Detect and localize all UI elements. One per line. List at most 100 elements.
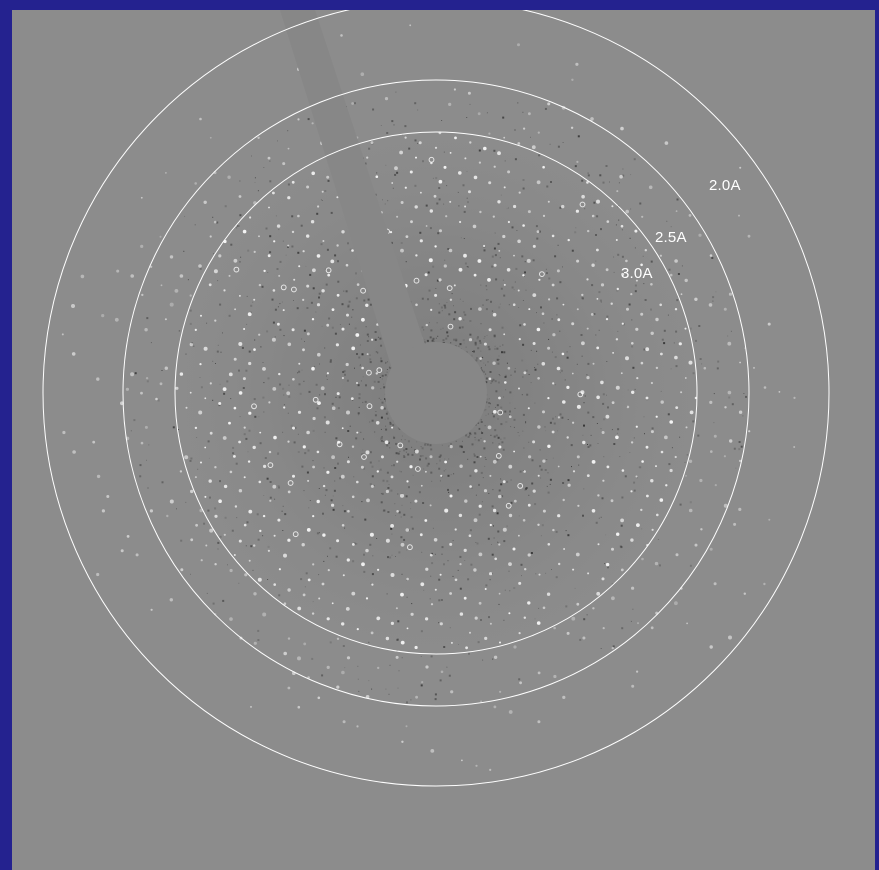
noise-speck	[436, 322, 438, 324]
diffraction-spot	[283, 602, 287, 605]
noise-speck	[321, 200, 323, 201]
noise-speck	[541, 524, 544, 527]
diffraction-spot	[380, 406, 384, 410]
noise-speck	[390, 422, 392, 424]
diffraction-spot	[293, 278, 296, 281]
noise-speck	[559, 330, 561, 332]
noise-speck	[619, 456, 621, 458]
diffraction-spot	[605, 562, 610, 567]
noise-speck	[546, 459, 548, 460]
noise-speck	[285, 254, 287, 256]
noise-speck	[615, 224, 617, 226]
noise-speck	[428, 289, 431, 292]
noise-speck	[604, 563, 605, 565]
noise-speck	[436, 202, 439, 205]
noise-speck	[716, 367, 719, 370]
noise-speck	[383, 386, 386, 389]
diffraction-spot	[582, 636, 586, 640]
diffraction-spot	[223, 289, 226, 292]
noise-speck	[503, 619, 505, 621]
noise-speck	[200, 386, 203, 389]
noise-speck	[607, 406, 609, 409]
diffraction-spot	[478, 161, 481, 164]
diffraction-spot	[248, 411, 252, 415]
diffraction-spot	[434, 245, 437, 248]
noise-speck	[365, 326, 367, 328]
diffraction-spot	[185, 406, 188, 409]
diffraction-spot	[739, 361, 741, 364]
noise-speck	[352, 309, 354, 311]
diffraction-spot	[258, 480, 262, 484]
noise-speck	[389, 367, 392, 369]
noise-speck	[447, 488, 449, 491]
diffraction-spot	[793, 396, 796, 399]
noise-speck	[185, 353, 187, 355]
diffraction-spot	[488, 328, 492, 332]
noise-speck	[676, 198, 679, 201]
diffraction-spot	[597, 543, 600, 546]
noise-speck	[208, 457, 210, 459]
noise-speck	[569, 346, 571, 348]
noise-speck	[226, 380, 229, 383]
noise-speck	[287, 130, 289, 132]
noise-speck	[427, 298, 429, 301]
noise-speck	[231, 529, 234, 532]
noise-speck	[486, 112, 488, 114]
noise-speck	[459, 343, 462, 346]
noise-speck	[429, 322, 430, 324]
diffraction-spot	[366, 498, 370, 503]
noise-speck	[487, 413, 489, 415]
noise-speck	[438, 578, 441, 581]
noise-speck	[443, 563, 445, 566]
diffraction-spot	[517, 239, 521, 244]
diffraction-spot	[269, 499, 272, 502]
noise-speck	[553, 422, 556, 425]
diffraction-spot	[547, 346, 551, 350]
noise-speck	[497, 242, 500, 245]
noise-speck	[551, 318, 553, 320]
noise-speck	[343, 290, 345, 292]
diffraction-spot	[509, 415, 512, 419]
noise-speck	[194, 224, 196, 226]
noise-speck	[422, 160, 424, 163]
diffraction-spot	[650, 331, 654, 335]
diffraction-spot	[267, 156, 271, 160]
diffraction-spot	[385, 636, 390, 641]
diffraction-spot	[233, 357, 237, 361]
noise-speck	[379, 468, 382, 471]
diffraction-spot	[586, 474, 590, 477]
diffraction-spot	[351, 591, 356, 596]
noise-speck	[525, 487, 527, 490]
diffraction-spot	[542, 606, 546, 610]
noise-speck	[498, 306, 501, 309]
noise-speck	[484, 457, 486, 459]
noise-speck	[348, 456, 349, 458]
diffraction-spot	[312, 563, 315, 566]
noise-speck	[668, 268, 671, 271]
diffraction-spot	[390, 573, 395, 577]
noise-speck	[378, 397, 380, 399]
noise-speck	[134, 372, 137, 375]
noise-speck	[583, 402, 585, 404]
diffraction-spot	[190, 489, 194, 494]
noise-speck	[562, 482, 565, 484]
noise-speck	[403, 455, 405, 457]
noise-speck	[279, 260, 282, 263]
noise-speck	[430, 575, 432, 577]
diffraction-spot	[793, 446, 796, 448]
noise-speck	[397, 452, 400, 455]
noise-speck	[408, 529, 410, 531]
diffraction-spot	[287, 244, 290, 247]
diffraction-spot	[341, 622, 345, 626]
noise-speck	[628, 303, 631, 306]
noise-speck	[470, 307, 472, 310]
noise-speck	[422, 455, 424, 457]
noise-speck	[358, 356, 361, 359]
diffraction-spot	[615, 435, 619, 440]
diffraction-spot	[396, 215, 399, 218]
noise-speck	[730, 330, 732, 332]
diffraction-spot	[346, 460, 350, 464]
noise-speck	[252, 301, 254, 303]
noise-speck	[442, 339, 445, 342]
noise-speck	[393, 435, 395, 437]
